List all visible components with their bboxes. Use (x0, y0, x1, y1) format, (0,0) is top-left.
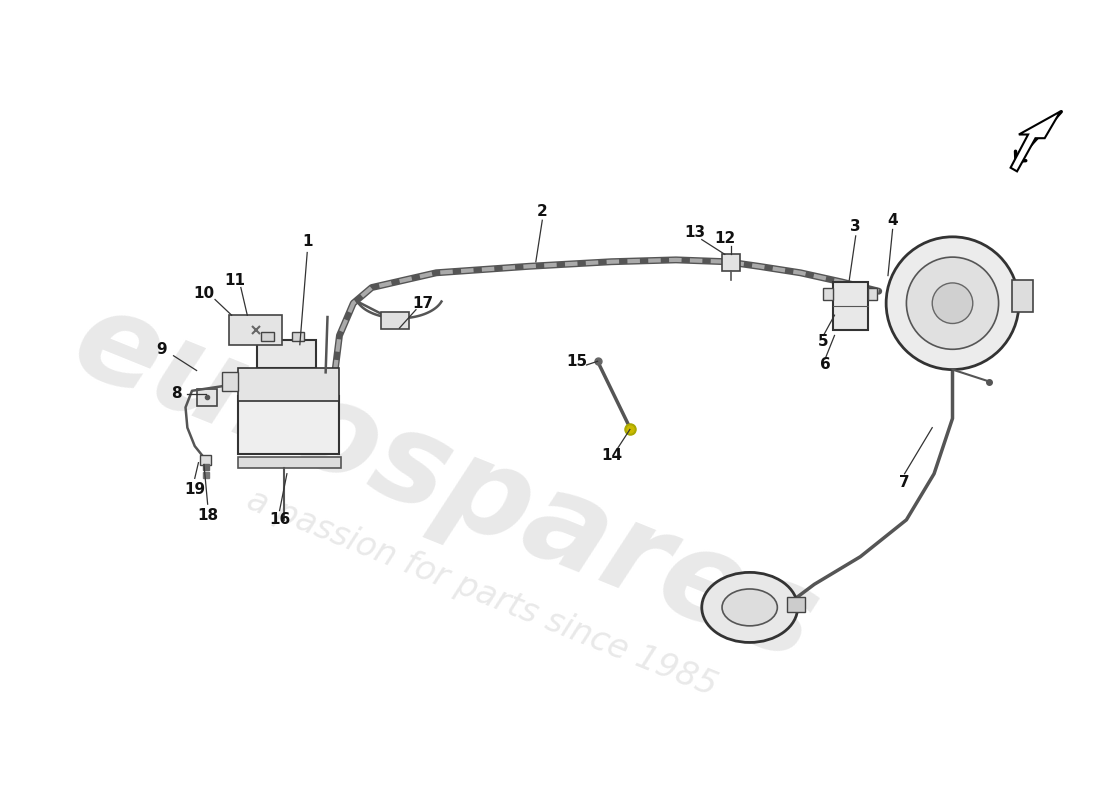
Bar (222, 372, 238, 390)
Bar (381, 313, 408, 329)
Bar (238, 368, 340, 401)
Text: 14: 14 (601, 448, 621, 463)
Text: 17: 17 (411, 296, 433, 310)
Bar (833, 282, 868, 330)
Circle shape (906, 257, 999, 350)
Bar (722, 254, 740, 271)
Text: 19: 19 (184, 482, 206, 497)
Bar (292, 332, 305, 341)
Bar (238, 396, 340, 454)
Text: 2: 2 (537, 203, 548, 218)
Bar (197, 389, 217, 406)
Bar (238, 457, 341, 468)
Text: 16: 16 (268, 512, 290, 527)
Text: 8: 8 (170, 386, 182, 401)
Text: 18: 18 (197, 508, 218, 522)
Text: 3: 3 (850, 219, 861, 234)
Ellipse shape (702, 572, 798, 642)
Text: 5: 5 (818, 334, 828, 350)
Text: 15: 15 (566, 354, 587, 369)
Bar (786, 598, 805, 612)
Text: 4: 4 (888, 213, 898, 228)
Text: eurospares: eurospares (56, 279, 835, 687)
Text: 1: 1 (302, 234, 312, 249)
Text: 7: 7 (900, 475, 910, 490)
Bar (868, 287, 877, 301)
Text: 6: 6 (820, 358, 830, 373)
Ellipse shape (722, 589, 778, 626)
Bar (261, 332, 274, 341)
Bar (256, 340, 317, 368)
Bar (200, 455, 211, 465)
Text: 10: 10 (194, 286, 214, 302)
Polygon shape (1011, 111, 1060, 171)
Bar (824, 287, 833, 301)
Circle shape (887, 237, 1019, 370)
Text: 12: 12 (714, 231, 736, 246)
Text: 9: 9 (156, 342, 167, 357)
Bar (1012, 280, 1033, 313)
Text: 13: 13 (684, 225, 705, 240)
Text: 11: 11 (224, 273, 245, 288)
Bar (229, 315, 283, 345)
Text: a passion for parts since 1985: a passion for parts since 1985 (242, 484, 723, 703)
Circle shape (932, 283, 972, 323)
